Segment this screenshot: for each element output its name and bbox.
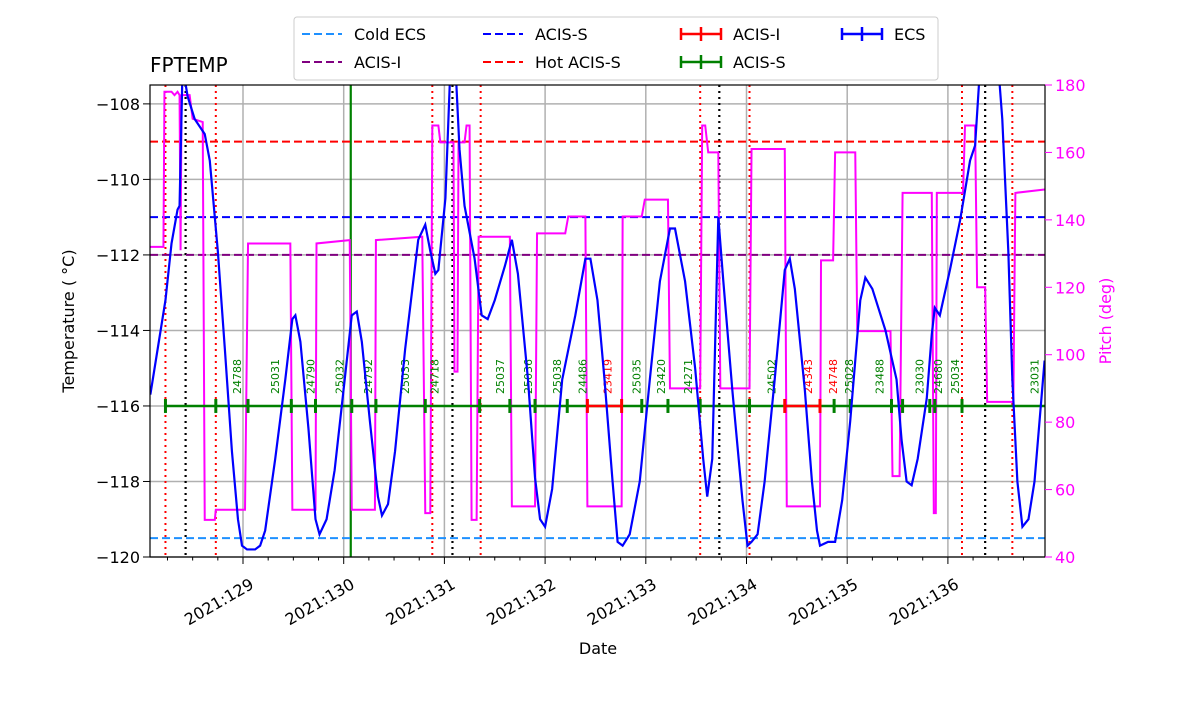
y2-axis-label: Pitch (deg): [1096, 278, 1115, 365]
legend-entry: ECS: [840, 25, 925, 44]
legend-label: ACIS-S: [733, 53, 786, 72]
obsid-label: 24680: [932, 359, 945, 394]
y2-tick-label: 60: [1055, 481, 1075, 500]
legend-label: Hot ACIS-S: [535, 53, 621, 72]
legend-entry: ACIS-I: [302, 53, 401, 72]
obsid-label: 24748: [827, 359, 840, 394]
plot-area: 24788 25031 24790 25032 24792 25033 24718 25037…: [150, 85, 1045, 557]
obsid-label: 24788: [231, 359, 244, 394]
legend-label: ACIS-I: [354, 53, 401, 72]
obsid-label: 24271: [682, 359, 695, 394]
y2-tick-label: 120: [1055, 278, 1086, 297]
x-tick-label: 2021:134: [685, 574, 761, 629]
grid: [150, 85, 1045, 558]
x-tick-label: 2021:136: [886, 574, 962, 629]
pitch-line: [150, 90, 1045, 521]
y2-tick-label: 40: [1055, 548, 1075, 567]
obsid-label: 25035: [631, 359, 644, 394]
obsid-label: 25037: [494, 359, 507, 394]
y-tick-label: −118: [96, 472, 140, 491]
legend: Cold ECS ACIS-S ACIS-I ECS ACIS-I Hot ACIS-S A…: [293, 16, 939, 81]
legend-entry: Hot ACIS-S: [483, 53, 621, 72]
legend-entry: ACIS-S: [679, 53, 786, 72]
x-tick-label: 2021:131: [383, 574, 459, 629]
y-tick-label: −114: [96, 321, 140, 340]
obsid-label: 25031: [269, 359, 282, 394]
y-tick-label: −120: [96, 548, 140, 567]
x-tick-label: 2021:132: [483, 574, 559, 629]
x-tick-label: 2021:135: [785, 574, 861, 629]
legend-entry: Cold ECS: [302, 25, 426, 44]
obsid-label: 25034: [949, 359, 962, 394]
legend-box: [293, 16, 939, 81]
legend-entry: ACIS-I: [679, 25, 780, 44]
legend-label: Cold ECS: [354, 25, 426, 44]
y2-tick-label: 100: [1055, 346, 1086, 365]
obsid-label: 23031: [1029, 359, 1042, 394]
y-axis-label: Temperature ( °C): [59, 249, 78, 393]
y-tick-label: −108: [96, 95, 140, 114]
obsid-label: 24718: [428, 359, 441, 394]
x-axis-label: Date: [579, 639, 617, 658]
legend-entry: ACIS-S: [483, 25, 588, 44]
plot-frame: [149, 84, 1046, 558]
x-tick-label: 2021:133: [584, 574, 660, 629]
temperature-line: [150, 85, 1045, 551]
y2-tick-label: 80: [1055, 413, 1075, 432]
legend-label: ACIS-S: [535, 25, 588, 44]
chart-title: FPTEMP: [150, 53, 228, 77]
obsid-label: 23420: [655, 359, 668, 394]
y-tick-label: −112: [96, 246, 140, 265]
y-tick-label: −110: [96, 170, 140, 189]
y-tick-label: −116: [96, 397, 140, 416]
y2-tick-label: 180: [1055, 76, 1086, 95]
legend-label: ACIS-I: [733, 25, 780, 44]
x-tick-label: 2021:130: [282, 574, 358, 629]
obsid-label: 24486: [576, 359, 589, 394]
obsid-label: 23030: [914, 359, 927, 394]
x-tick-label: 2021:129: [181, 574, 257, 629]
y2-tick-label: 140: [1055, 211, 1086, 230]
y2-tick-label: 160: [1055, 143, 1086, 162]
obsid-label: 23488: [873, 359, 886, 394]
legend-label: ECS: [894, 25, 925, 44]
obsid-label: 24790: [304, 359, 317, 394]
